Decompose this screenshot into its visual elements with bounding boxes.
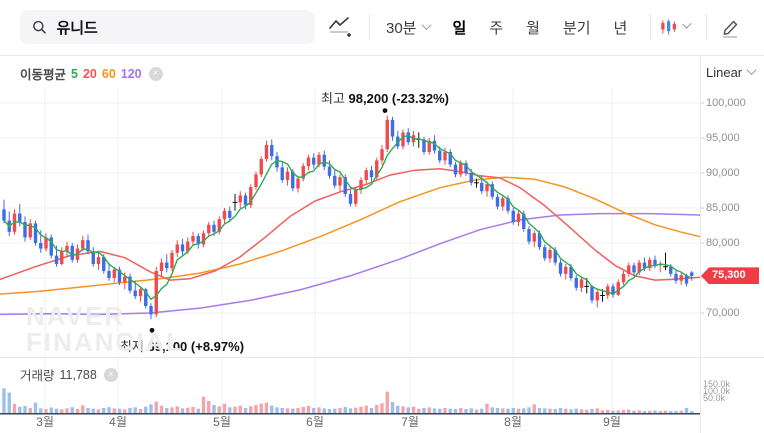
legend-values: 5 20 60 120	[66, 67, 142, 81]
toolbar-divider	[706, 14, 707, 40]
toolbar-divider	[369, 14, 370, 40]
legend-title: 이동평균	[20, 68, 67, 82]
toolbar: 30분 일 주 월 분기 년	[0, 0, 764, 56]
svg-text:9월: 9월	[603, 415, 621, 429]
legend-ma-120: 120	[120, 66, 142, 81]
volume-pane-divider	[0, 357, 764, 358]
current-price-badge: 75,300	[701, 267, 759, 285]
draw-button[interactable]	[717, 15, 743, 41]
svg-text:6월: 6월	[306, 415, 324, 429]
price-tick-90,000: 90,000	[706, 167, 740, 179]
legend-ma-20: 20	[82, 66, 97, 81]
price-axis-divider	[700, 55, 701, 433]
high-annotation: 최고 98,200 (-23.32%)	[320, 90, 449, 106]
volume-tick-150.0k: 150.0k	[703, 379, 731, 389]
price-tick-70,000: 70,000	[706, 307, 740, 319]
candlestick-icon	[661, 19, 677, 35]
svg-text:8월: 8월	[504, 415, 522, 429]
chart-style-button[interactable]	[660, 15, 692, 39]
volume-tick-50.0k: 50.0k	[703, 393, 726, 403]
moving-average-legend: 이동평균 5 20 60 120 ×	[20, 64, 163, 83]
timeframe-분기[interactable]: 분기	[562, 20, 591, 37]
volume-tick-100.0k: 100.0k	[703, 386, 731, 396]
svg-text:3월: 3월	[36, 415, 54, 429]
legend-close-icon[interactable]: ×	[148, 66, 163, 81]
timeframe-주[interactable]: 주	[489, 20, 504, 37]
search-icon	[33, 20, 46, 34]
price-tick-100,000: 100,000	[706, 97, 746, 109]
volume-label: 거래량	[20, 369, 55, 383]
volume-value: 11,788	[59, 367, 97, 382]
chart-area[interactable]: 3월 4월 5월 6월 7월 8월 9월 이동평균 5 20 60 120 × Linear 10…	[0, 55, 764, 433]
scale-dropdown[interactable]: Linear	[706, 64, 757, 80]
legend-ma-5: 5	[71, 66, 78, 81]
timeframe-월[interactable]: 월	[526, 20, 540, 37]
price-tick-80,000: 80,000	[706, 237, 740, 249]
chart-compare-icon	[329, 17, 351, 37]
search-box[interactable]	[20, 10, 315, 44]
chevron-down-icon	[682, 19, 692, 29]
svg-text:4월: 4월	[109, 415, 127, 429]
volume-header: 거래량 11,788 ×	[20, 365, 118, 384]
price-tick-85,000: 85,000	[706, 202, 740, 214]
price-tick-95,000: 95,000	[706, 132, 740, 144]
timeframe-일[interactable]: 일	[452, 20, 467, 37]
volume-close-icon[interactable]: ×	[103, 367, 118, 382]
low-annotation: 최저 69,100 (+8.97%)	[119, 339, 245, 355]
chevron-down-icon	[746, 64, 757, 75]
timeframe-년[interactable]: 년	[613, 20, 628, 37]
search-input[interactable]	[54, 17, 303, 37]
legend-ma-60: 60	[101, 66, 116, 81]
compare-button[interactable]	[327, 16, 353, 40]
toolbar-divider	[650, 14, 651, 40]
timeframe-group: 30분 일 주 월 분기 년	[386, 0, 650, 55]
svg-text:5월: 5월	[213, 415, 231, 429]
scale-dropdown-label: Linear	[706, 65, 743, 80]
svg-text:7월: 7월	[401, 415, 419, 429]
pencil-icon	[723, 20, 738, 38]
chevron-down-icon	[421, 19, 431, 30]
timeframe-30분[interactable]: 30분	[386, 17, 431, 38]
